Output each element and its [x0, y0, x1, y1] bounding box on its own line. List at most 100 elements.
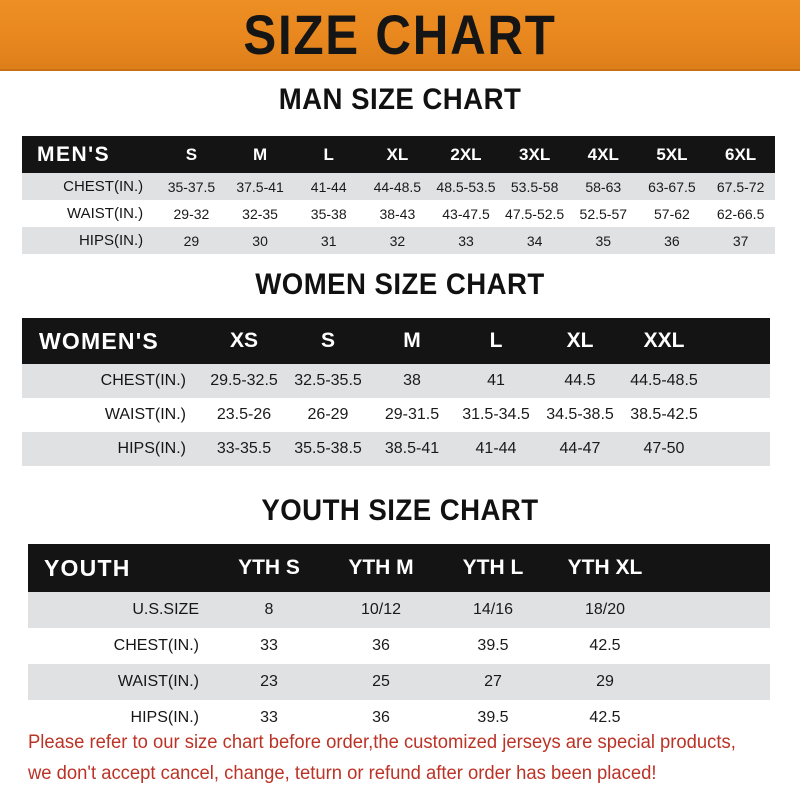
table-row: U.S.SIZE 8 10/12 14/16 18/20	[28, 592, 770, 628]
women-cell-1-0: 23.5-26	[202, 398, 286, 432]
man-cell-1-8: 62-66.5	[706, 200, 775, 227]
disclaimer-line-2: we don't accept cancel, change, teturn o…	[28, 763, 657, 784]
man-row-0-label: CHEST(IN.)	[22, 173, 158, 200]
women-cell-2-0: 33-35.5	[202, 432, 286, 466]
man-table-body: MEN'S S M L XL 2XL 3XL 4XL 5XL 6XL CHEST…	[22, 136, 775, 254]
youth-col-1: YTH M	[348, 556, 414, 579]
man-cell-0-8: 67.5-72	[706, 173, 775, 200]
women-cell-0-spacer	[706, 364, 770, 398]
youth-cell-1-3: 42.5	[549, 628, 661, 664]
man-col-1: M	[252, 144, 268, 164]
women-cell-0-2: 38	[370, 364, 454, 398]
man-cell-1-7: 57-62	[637, 200, 707, 227]
youth-cell-3-spacer	[661, 700, 770, 736]
man-cell-0-6: 58-63	[568, 173, 638, 200]
women-cell-2-1: 35.5-38.5	[286, 432, 370, 466]
man-col-8: 6XL	[725, 144, 757, 164]
youth-row-1-label: CHEST(IN.)	[28, 628, 213, 664]
man-cell-0-4: 48.5-53.5	[431, 173, 501, 200]
man-cell-0-3: 44-48.5	[363, 173, 432, 200]
man-col-6: 4XL	[587, 144, 619, 164]
youth-col-3: YTH XL	[567, 556, 643, 579]
man-cell-0-0: 35-37.5	[157, 173, 226, 200]
man-cell-2-2: 31	[294, 227, 364, 254]
women-cell-2-4: 44-47	[538, 432, 622, 466]
youth-section-title: YOUTH SIZE CHART	[261, 494, 539, 527]
youth-cell-0-1: 10/12	[325, 592, 437, 628]
man-cell-0-2: 41-44	[294, 173, 364, 200]
women-table-header-row: WOMEN'S XS S M L XL XXL	[22, 318, 770, 364]
man-cell-1-1: 32-35	[225, 200, 295, 227]
man-cell-2-6: 35	[568, 227, 638, 254]
table-row: WAIST(IN.) 29-32 32-35 35-38 38-43 43-47…	[22, 200, 775, 227]
man-cell-1-0: 29-32	[157, 200, 226, 227]
women-cell-0-5: 44.5-48.5	[622, 364, 706, 398]
man-cell-2-8: 37	[706, 227, 775, 254]
women-col-5: XXL	[643, 329, 685, 352]
youth-header-label: YOUTH	[44, 554, 131, 581]
youth-cell-0-2: 14/16	[437, 592, 549, 628]
youth-size-table: YOUTH YTH S YTH M YTH L YTH XL U.S.SIZE …	[28, 544, 770, 736]
youth-cell-2-3: 29	[549, 664, 661, 700]
man-cell-1-5: 47.5-52.5	[500, 200, 569, 227]
man-section-title: MAN SIZE CHART	[278, 83, 522, 116]
man-col-5: 3XL	[519, 144, 551, 164]
man-cell-2-1: 30	[225, 227, 295, 254]
women-col-4: XL	[566, 329, 594, 352]
youth-cell-3-0: 33	[213, 700, 325, 736]
women-cell-0-0: 29.5-32.5	[202, 364, 286, 398]
table-row: HIPS(IN.) 29 30 31 32 33 34 35 36 37	[22, 227, 775, 254]
youth-row-2-label: WAIST(IN.)	[28, 664, 213, 700]
women-cell-0-1: 32.5-35.5	[286, 364, 370, 398]
man-cell-1-3: 38-43	[363, 200, 432, 227]
disclaimer-text: Please refer to our size chart before or…	[28, 727, 754, 789]
women-cell-1-2: 29-31.5	[370, 398, 454, 432]
youth-cell-2-1: 25	[325, 664, 437, 700]
youth-cell-3-2: 39.5	[437, 700, 549, 736]
women-cell-2-5: 47-50	[622, 432, 706, 466]
man-cell-1-6: 52.5-57	[568, 200, 638, 227]
man-cell-2-7: 36	[637, 227, 707, 254]
page-banner: SIZE CHART	[0, 0, 800, 71]
man-cell-0-7: 63-67.5	[637, 173, 707, 200]
page-title: SIZE CHART	[243, 3, 557, 66]
youth-cell-0-spacer	[661, 592, 770, 628]
youth-cell-3-1: 36	[325, 700, 437, 736]
women-row-1-label: WAIST(IN.)	[22, 398, 202, 432]
women-cell-2-spacer	[706, 432, 770, 466]
youth-cell-1-spacer	[661, 628, 770, 664]
man-col-4: 2XL	[450, 144, 482, 164]
youth-cell-2-spacer	[661, 664, 770, 700]
man-table-header-row: MEN'S S M L XL 2XL 3XL 4XL 5XL 6XL	[22, 136, 775, 173]
man-row-1-label: WAIST(IN.)	[22, 200, 158, 227]
youth-cell-1-1: 36	[325, 628, 437, 664]
man-cell-1-2: 35-38	[294, 200, 364, 227]
women-row-0-label: CHEST(IN.)	[22, 364, 202, 398]
women-cell-1-3: 31.5-34.5	[454, 398, 538, 432]
women-col-spacer	[706, 318, 770, 364]
women-cell-1-4: 34.5-38.5	[538, 398, 622, 432]
women-row-2-label: HIPS(IN.)	[22, 432, 202, 466]
youth-cell-2-2: 27	[437, 664, 549, 700]
youth-row-3-label: HIPS(IN.)	[28, 700, 213, 736]
youth-cell-0-3: 18/20	[549, 592, 661, 628]
youth-cell-0-0: 8	[213, 592, 325, 628]
youth-col-spacer	[661, 544, 770, 592]
man-cell-2-4: 33	[431, 227, 501, 254]
women-table-body: WOMEN'S XS S M L XL XXL CHEST(IN.) 29.5-…	[22, 318, 770, 466]
women-cell-2-2: 38.5-41	[370, 432, 454, 466]
table-row: HIPS(IN.) 33 36 39.5 42.5	[28, 700, 770, 736]
women-section-title: WOMEN SIZE CHART	[255, 268, 545, 301]
man-cell-0-1: 37.5-41	[225, 173, 295, 200]
women-col-3: L	[489, 329, 503, 352]
man-col-2: L	[323, 144, 334, 164]
table-row: CHEST(IN.) 29.5-32.5 32.5-35.5 38 41 44.…	[22, 364, 770, 398]
women-cell-2-3: 41-44	[454, 432, 538, 466]
women-cell-1-5: 38.5-42.5	[622, 398, 706, 432]
man-header-label: MEN'S	[37, 142, 111, 166]
youth-cell-1-0: 33	[213, 628, 325, 664]
man-cell-2-0: 29	[157, 227, 226, 254]
youth-cell-1-2: 39.5	[437, 628, 549, 664]
man-size-table: MEN'S S M L XL 2XL 3XL 4XL 5XL 6XL CHEST…	[22, 136, 775, 254]
